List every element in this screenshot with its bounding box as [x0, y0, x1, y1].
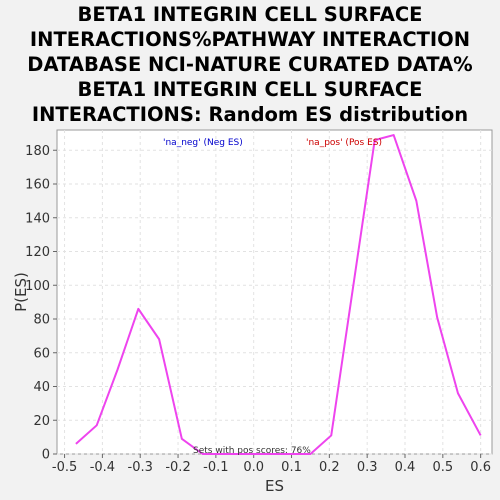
grid [57, 130, 492, 455]
x-tick-label: 0.4 [395, 460, 416, 475]
sets-with-pos-scores-label: Sets with pos scores: 76% [193, 446, 311, 456]
y-tick-label: 80 [33, 313, 50, 328]
x-tick-label: 0.2 [319, 460, 340, 475]
y-tick-label: 100 [25, 279, 50, 294]
series-group [75, 134, 482, 455]
y-tick-label: 20 [33, 414, 50, 429]
y-axis-label: P(ES) [12, 272, 30, 312]
x-tick-label: -0.4 [90, 460, 115, 475]
x-tick-label: 0.0 [243, 460, 264, 475]
x-tick-label: 0.5 [432, 460, 453, 475]
x-axis: -0.5 -0.4 -0.3 -0.2 -0.1 0.0 0.1 0.2 0.3 0.4 0.5 0.… [52, 454, 491, 475]
y-tick-label: 40 [33, 380, 50, 395]
y-tick-label: 60 [33, 346, 50, 361]
y-tick-label: 140 [25, 211, 50, 226]
y-tick-label: 180 [25, 144, 50, 159]
es-distribution-line [75, 134, 482, 455]
x-axis-label: ES [265, 477, 284, 495]
pos-es-label: 'na_pos' (Pos ES) [306, 138, 382, 148]
x-tick-label: 0.3 [357, 460, 378, 475]
chart-title: BETA1 INTEGRIN CELL SURFACE INTERACTIONS… [27, 3, 473, 126]
y-tick-label: 0 [42, 448, 50, 463]
plot-area [56, 129, 493, 455]
x-tick-label: -0.1 [203, 460, 228, 475]
x-tick-label: 0.1 [281, 460, 302, 475]
x-tick-label: -0.5 [52, 460, 77, 475]
x-tick-label: -0.2 [165, 460, 190, 475]
x-tick-label: 0.6 [470, 460, 491, 475]
y-tick-label: 160 [25, 178, 50, 193]
y-axis: 0 20 40 60 80 100 120 140 160 180 [25, 144, 57, 463]
y-tick-label: 120 [25, 245, 50, 260]
x-tick-label: -0.3 [128, 460, 153, 475]
neg-es-label: 'na_neg' (Neg ES) [163, 138, 243, 148]
